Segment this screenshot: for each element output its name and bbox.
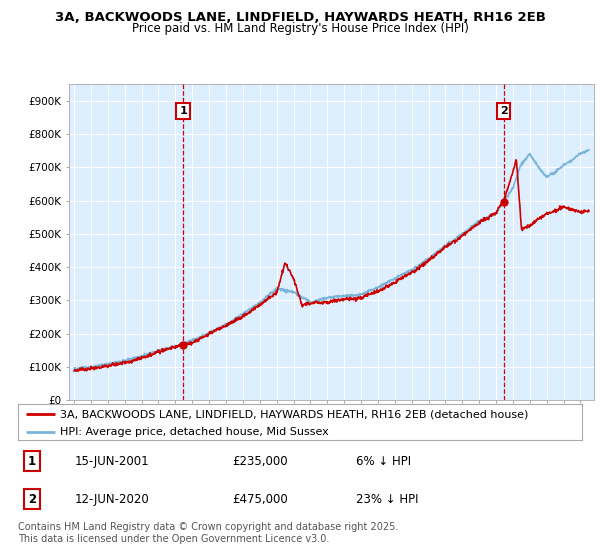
Text: 1: 1 <box>28 455 36 468</box>
Text: 3A, BACKWOODS LANE, LINDFIELD, HAYWARDS HEATH, RH16 2EB (detached house): 3A, BACKWOODS LANE, LINDFIELD, HAYWARDS … <box>60 409 529 419</box>
Text: Contains HM Land Registry data © Crown copyright and database right 2025.
This d: Contains HM Land Registry data © Crown c… <box>18 522 398 544</box>
Text: 12-JUN-2020: 12-JUN-2020 <box>74 493 149 506</box>
Text: 23% ↓ HPI: 23% ↓ HPI <box>356 493 419 506</box>
Text: £475,000: £475,000 <box>232 493 288 506</box>
Text: £235,000: £235,000 <box>232 455 288 468</box>
Text: 2: 2 <box>500 106 508 116</box>
Text: 2: 2 <box>28 493 36 506</box>
Text: 1: 1 <box>179 106 187 116</box>
Text: HPI: Average price, detached house, Mid Sussex: HPI: Average price, detached house, Mid … <box>60 427 329 437</box>
Text: 6% ↓ HPI: 6% ↓ HPI <box>356 455 412 468</box>
Text: 3A, BACKWOODS LANE, LINDFIELD, HAYWARDS HEATH, RH16 2EB: 3A, BACKWOODS LANE, LINDFIELD, HAYWARDS … <box>55 11 545 24</box>
Text: Price paid vs. HM Land Registry's House Price Index (HPI): Price paid vs. HM Land Registry's House … <box>131 22 469 35</box>
Text: 15-JUN-2001: 15-JUN-2001 <box>74 455 149 468</box>
